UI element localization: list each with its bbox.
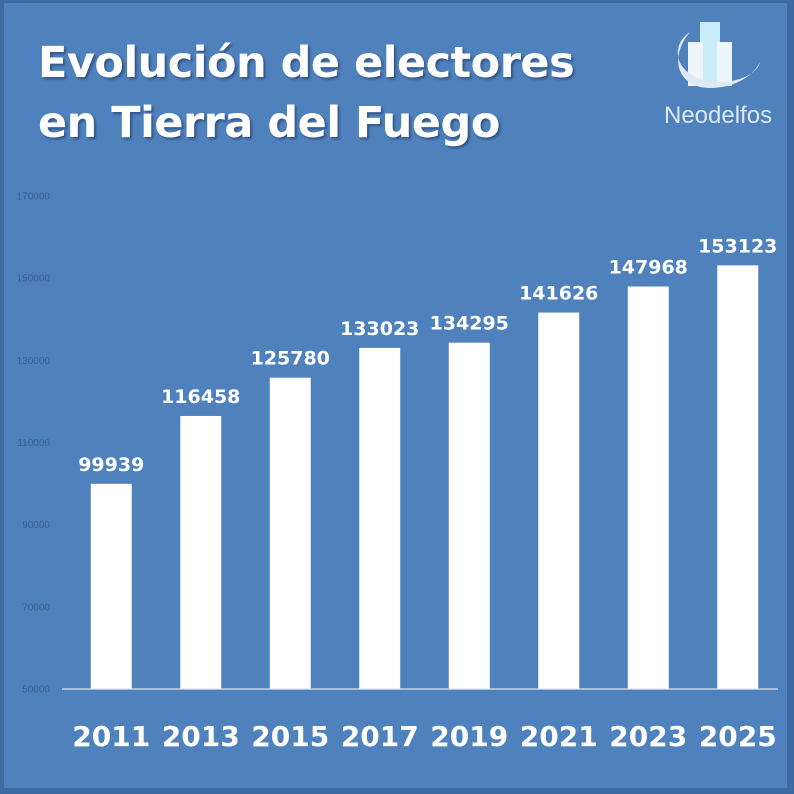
x-tick-label: 2019: [430, 720, 508, 753]
bar-2023: [627, 286, 669, 689]
x-tick-label: 2011: [72, 720, 150, 753]
logo-bar-left: [688, 42, 703, 86]
bar-2019: [448, 342, 490, 689]
bar-2015: [269, 377, 311, 689]
bar-chart-swoosh-icon: [677, 22, 760, 88]
y-tick-label: 150000: [17, 274, 51, 285]
chart-title-line-1: Evolución de electores: [38, 38, 575, 88]
logo-text: Neodelfos: [664, 102, 773, 129]
data-label: 133023: [340, 318, 419, 340]
data-label: 134295: [430, 313, 509, 335]
data-labels: 99939 116458 125780 133023 134295 141626 14796…: [78, 235, 777, 475]
y-tick-label: 110000: [17, 438, 50, 449]
x-tick-label: 2023: [609, 720, 687, 753]
y-axis: 50000 70000 90000 110000 130000 150000 170000: [17, 192, 51, 696]
data-label: 125780: [251, 348, 330, 370]
bar-2025: [717, 265, 759, 689]
data-label: 147968: [609, 257, 688, 279]
y-tick-label: 70000: [22, 602, 50, 613]
data-label: 99939: [78, 454, 144, 476]
logo-bar-tall: [700, 22, 720, 82]
y-tick-label: 50000: [22, 685, 50, 696]
bar-2021: [538, 312, 580, 689]
y-tick-label: 170000: [17, 192, 51, 203]
y-tick-label: 90000: [22, 520, 50, 531]
x-tick-label: 2015: [251, 720, 329, 753]
y-tick-label: 130000: [17, 356, 51, 367]
bar-2011: [90, 483, 132, 689]
bar-2017: [359, 347, 401, 689]
data-label: 141626: [519, 283, 598, 305]
x-axis: 2011 2013 2015 2017 2019 2021 2023 2025: [72, 720, 776, 753]
logo-bar-right: [717, 42, 732, 86]
x-tick-label: 2025: [699, 720, 777, 753]
chart-title-line-2: en Tierra del Fuego: [38, 98, 500, 148]
x-tick-label: 2021: [520, 720, 598, 753]
bar-2013: [180, 415, 222, 689]
x-tick-label: 2013: [162, 720, 240, 753]
data-label: 116458: [161, 386, 240, 408]
data-label: 153123: [698, 235, 777, 257]
x-tick-label: 2017: [341, 720, 419, 753]
bars: [90, 265, 759, 689]
